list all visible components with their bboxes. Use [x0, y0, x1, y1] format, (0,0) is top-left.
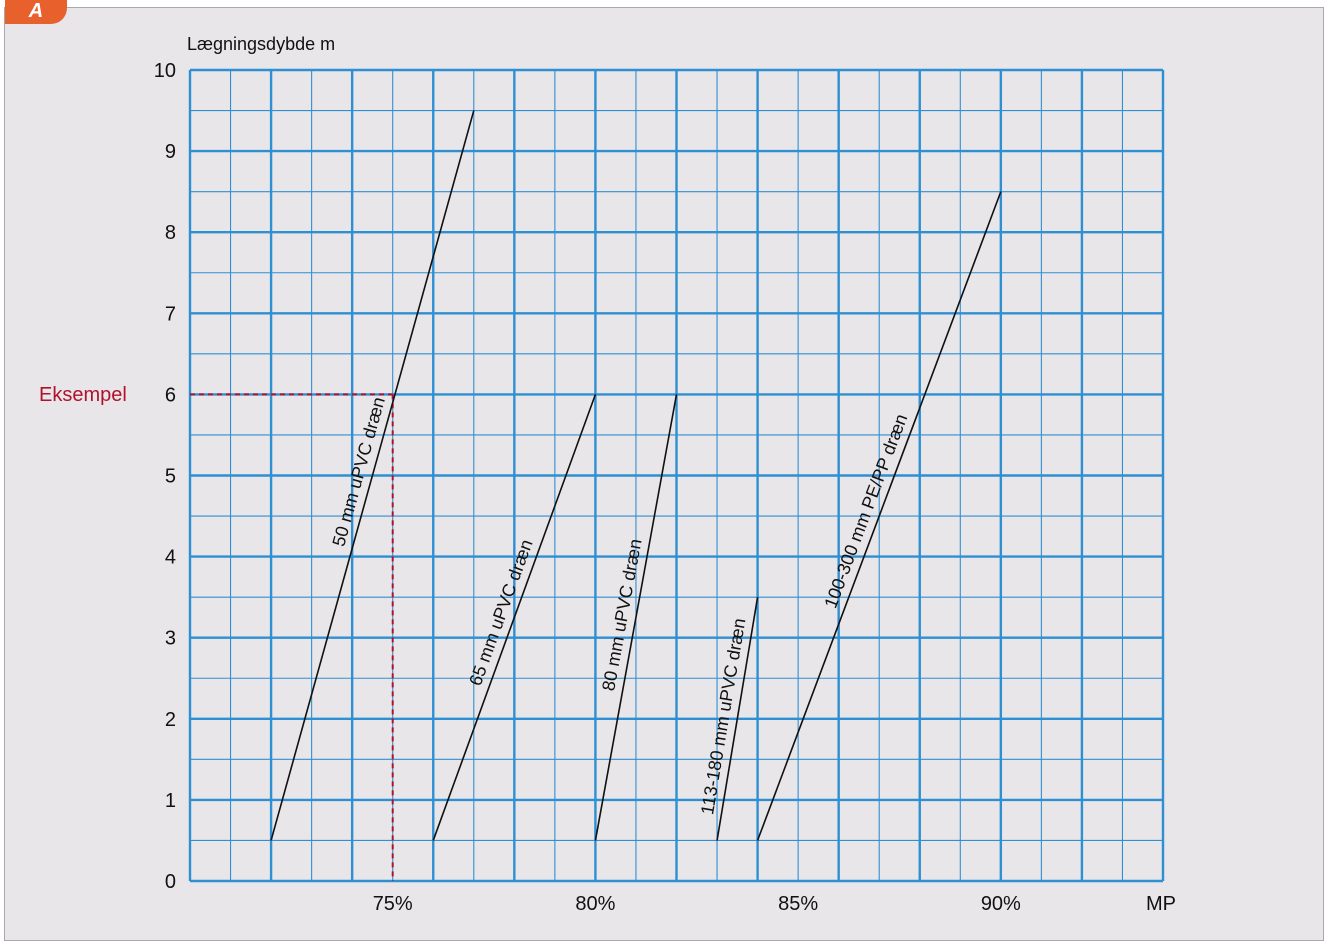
series-label-3: 80 mm uPVC dræn	[598, 537, 645, 692]
y-tick-label: 2	[165, 709, 176, 731]
series-line-4	[716, 597, 759, 841]
grid	[188, 68, 1165, 883]
y-tick-label: 7	[165, 303, 176, 325]
y-tick-label: 6	[165, 384, 176, 406]
series-line-3	[594, 394, 678, 841]
y-tick-label: 8	[165, 222, 176, 244]
y-tick-label: 3	[165, 628, 176, 650]
figure-badge: A	[5, 0, 67, 24]
series-label-4: 113-180 mm uPVC dræn	[697, 617, 749, 816]
x-tick-label: 75%	[373, 893, 413, 915]
series-label-2: 65 mm uPVC dræn	[465, 537, 536, 689]
chart-panel: A	[4, 0, 1324, 941]
x-tick-label: 85%	[778, 893, 818, 915]
series-line-2	[432, 394, 597, 841]
x-axis-title: MP	[1146, 893, 1176, 915]
y-tick-label: 5	[165, 466, 176, 488]
y-tick-label: 4	[165, 547, 176, 569]
example-guide	[190, 393, 394, 881]
series-lines	[270, 110, 1002, 841]
x-tick-label: 90%	[981, 893, 1021, 915]
y-tick-label: 9	[165, 141, 176, 163]
figure-badge-label: A	[28, 0, 44, 22]
series-label-5: 100-300 mm PE/PP dræn	[820, 411, 911, 611]
y-tick-label: 1	[165, 790, 176, 812]
example-label: Eksempel	[39, 384, 127, 406]
y-axis-title: Lægningsdybde m	[187, 34, 335, 54]
tick-labels: 0 1 2 3 4 5 6 7 8 9 10 75% 80% 85% 90%	[154, 60, 1021, 915]
y-tick-label: 10	[154, 60, 176, 82]
series-line-5	[756, 191, 1002, 841]
y-tick-label: 0	[165, 871, 176, 893]
x-tick-label: 80%	[575, 893, 615, 915]
series-line-1	[270, 110, 475, 841]
